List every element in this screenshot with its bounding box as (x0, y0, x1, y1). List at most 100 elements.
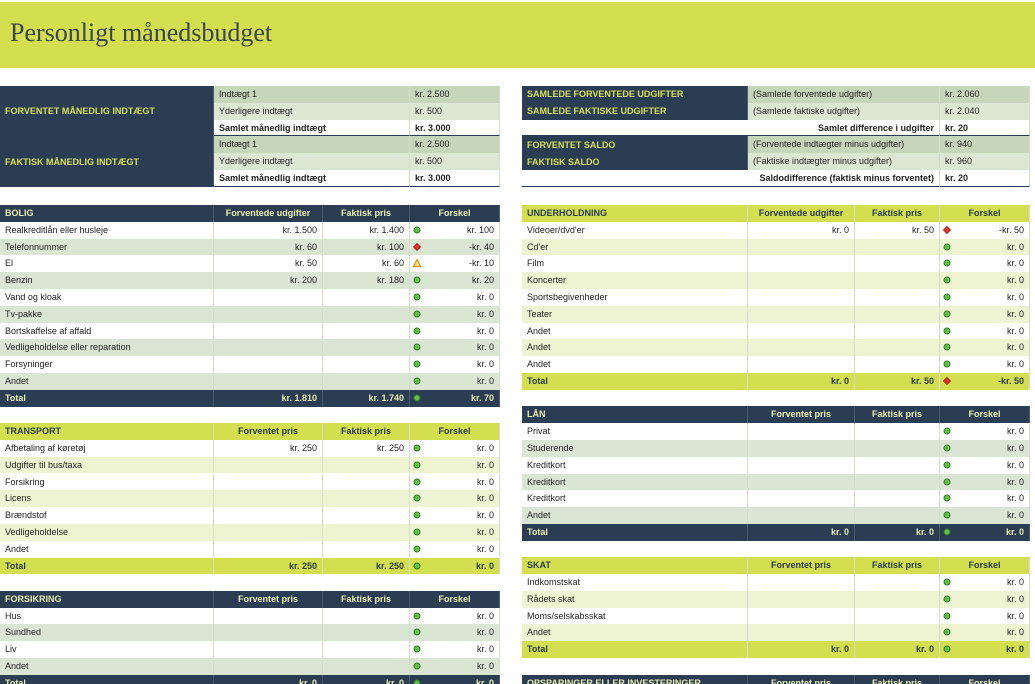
row-actual (855, 473, 940, 491)
row-name: Andet (522, 624, 748, 642)
row-actual (323, 322, 410, 340)
total-difference: kr. 70 (410, 389, 500, 407)
total-difference: kr. 0 (410, 674, 500, 684)
column-header: Faktisk pris (855, 674, 940, 684)
overview-note: (Faktiske indtægter minus udgifter) (748, 153, 940, 170)
row-expected (748, 607, 855, 625)
title-band (0, 2, 1035, 68)
row-name: Andet (0, 373, 214, 390)
status-icon (413, 562, 421, 569)
row-difference: kr. 0 (410, 339, 500, 357)
overview-total-value: kr. 20 (940, 170, 1030, 187)
row-actual (855, 356, 940, 373)
row-expected: kr. 200 (214, 272, 323, 289)
row-difference: -kr. 40 (410, 238, 500, 256)
row-name: Forsyninger (0, 356, 214, 373)
row-difference: kr. 0 (940, 322, 1030, 340)
column-header: Forventede udgifter (214, 205, 323, 222)
row-name: Andet (522, 507, 748, 524)
status-icon (413, 628, 421, 636)
total-name: Total (522, 523, 748, 541)
row-difference: kr. 0 (940, 255, 1030, 273)
row-difference: kr. 0 (410, 658, 500, 675)
row-difference: -kr. 10 (410, 255, 500, 273)
status-icon (943, 511, 951, 519)
row-actual (855, 507, 940, 524)
total-expected: kr. 250 (214, 557, 323, 575)
column-header: Forskel (940, 205, 1030, 222)
row-difference: kr. 0 (410, 322, 500, 340)
row-name: Udgifter til bus/taxa (0, 456, 214, 474)
status-icon (413, 528, 421, 536)
row-expected (214, 289, 323, 306)
total-expected: kr. 0 (748, 373, 855, 390)
row-name: Sportsbegivenheder (522, 289, 748, 306)
table-title: TRANSPORT (0, 423, 214, 440)
status-icon (943, 612, 951, 620)
total-actual: kr. 0 (855, 641, 940, 658)
row-expected (748, 490, 855, 508)
overview-value: kr. 2.060 (940, 86, 1030, 103)
row-name: Sundhed (0, 624, 214, 642)
status-icon (943, 259, 951, 267)
row-expected (214, 356, 323, 373)
column-header: Forskel (940, 406, 1030, 424)
overview-label: SAMLEDE FORVENTEDE UDGIFTER (522, 86, 748, 103)
row-actual (323, 507, 410, 524)
row-expected (748, 439, 855, 457)
row-name: Andet (522, 322, 748, 340)
column-header: Faktisk pris (855, 557, 940, 574)
row-actual (855, 289, 940, 306)
status-icon (943, 444, 951, 452)
row-name: Andet (522, 356, 748, 373)
row-expected (748, 339, 855, 357)
row-actual (323, 607, 410, 625)
row-actual: kr. 250 (323, 439, 410, 457)
status-icon (943, 628, 951, 636)
row-name: Videoer/dvd'er (522, 221, 748, 239)
row-name: Afbetaling af køretøj (0, 439, 214, 457)
column-header: Forskel (410, 590, 500, 608)
row-expected (214, 507, 323, 524)
row-actual (855, 490, 940, 508)
row-expected (214, 490, 323, 508)
status-icon (943, 276, 951, 284)
overview-label: FORVENTET SALDO (522, 136, 748, 154)
row-difference: kr. 20 (410, 272, 500, 289)
row-difference: kr. 0 (410, 641, 500, 658)
section-label: FORVENTET MÅNEDLIG INDTÆGT (0, 86, 214, 137)
row-name: Andet (0, 658, 214, 675)
row-name: Vedligeholdelse (0, 523, 214, 541)
row-difference: kr. 0 (410, 624, 500, 642)
row-actual (855, 574, 940, 591)
row-name: Forsikring (0, 473, 214, 491)
row-expected (214, 658, 323, 675)
row-name: Moms/selskabsskat (522, 607, 748, 625)
row-name: Andet (0, 540, 214, 558)
row-difference: kr. 0 (410, 356, 500, 373)
row-difference: kr. 0 (410, 490, 500, 508)
row-difference: kr. 0 (940, 473, 1030, 491)
table-title: FORSIKRING (0, 590, 214, 608)
section-label: FAKTISK MÅNEDLIG INDTÆGT (0, 136, 214, 187)
overview-note: (Forventede indtægter minus udgifter) (748, 136, 940, 154)
row-difference: kr. 0 (410, 473, 500, 491)
row-expected (748, 423, 855, 440)
row-name: Brændstof (0, 507, 214, 524)
total-name: Total (522, 373, 748, 390)
row-name: Telefonnummer (0, 238, 214, 256)
row-expected (214, 322, 323, 340)
status-icon (413, 478, 421, 485)
status-icon (943, 595, 951, 603)
row-difference: kr. 0 (410, 439, 500, 457)
row-expected (748, 473, 855, 491)
row-expected: kr. 1.500 (214, 221, 323, 239)
row-actual (323, 624, 410, 642)
status-icon (943, 225, 951, 234)
row-actual (855, 590, 940, 608)
overview-label: SAMLEDE FAKTISKE UDGIFTER (522, 102, 748, 120)
overview-note: (Samlede forventede udgifter) (748, 86, 940, 103)
row-actual (323, 523, 410, 541)
row-difference: kr. 0 (940, 305, 1030, 323)
row-expected (214, 473, 323, 491)
